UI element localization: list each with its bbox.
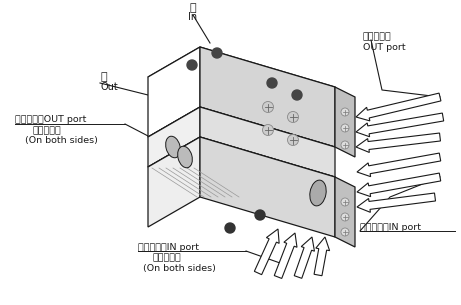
Text: (On both sides): (On both sides) [25,137,98,145]
Circle shape [288,112,299,123]
Circle shape [341,198,349,206]
Circle shape [341,213,349,221]
Circle shape [262,124,273,135]
Polygon shape [148,137,200,227]
Polygon shape [254,229,279,275]
Ellipse shape [165,136,180,158]
Polygon shape [314,237,330,276]
Circle shape [341,228,349,236]
Polygon shape [148,107,335,177]
Polygon shape [148,47,200,137]
Text: 伸出接管口: 伸出接管口 [363,33,392,41]
Polygon shape [200,47,335,147]
Ellipse shape [177,146,192,168]
Circle shape [267,78,277,88]
Polygon shape [274,233,297,278]
Text: 进: 进 [189,3,196,13]
Circle shape [212,48,222,58]
Circle shape [225,223,235,233]
Polygon shape [200,137,335,237]
Polygon shape [357,193,436,212]
Circle shape [341,141,349,149]
Polygon shape [356,93,441,121]
Circle shape [255,210,265,220]
Text: 伸出接管口OUT port: 伸出接管口OUT port [15,116,86,124]
Text: OUT port: OUT port [363,42,406,52]
Circle shape [262,102,273,113]
Polygon shape [148,107,200,167]
Text: 缩回接管口IN port: 缩回接管口IN port [360,223,421,231]
Polygon shape [357,173,441,197]
Polygon shape [294,237,314,278]
Polygon shape [200,107,335,177]
Circle shape [288,135,299,145]
Polygon shape [148,137,335,207]
Circle shape [341,108,349,116]
Circle shape [341,124,349,132]
Text: 缩回接管口IN port: 缩回接管口IN port [138,242,199,252]
Ellipse shape [310,180,326,206]
Circle shape [187,60,197,70]
Text: （在两面）: （在两面） [33,127,62,135]
Text: Out: Out [100,82,118,92]
Polygon shape [356,133,440,152]
Polygon shape [148,47,335,117]
Polygon shape [356,113,443,137]
Text: （在两面）: （在两面） [153,253,182,263]
Polygon shape [335,87,355,157]
Text: 出: 出 [100,72,106,82]
Circle shape [292,90,302,100]
Polygon shape [357,153,441,177]
Polygon shape [335,177,355,247]
Text: In: In [189,12,198,22]
Text: (On both sides): (On both sides) [143,264,216,272]
